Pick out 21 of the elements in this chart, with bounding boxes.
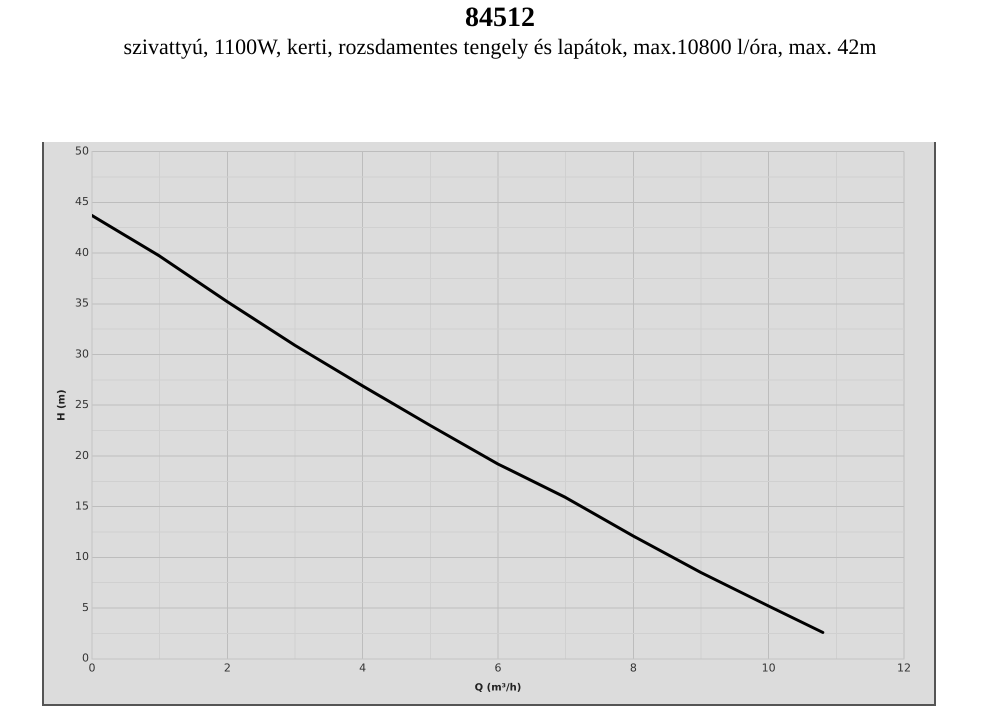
y-axis-title: H (m) bbox=[56, 389, 68, 421]
chart-subtitle: szivattyú, 1100W, kerti, rozsdamentes tengely és lapátok, max.10800 l/óra, max. 42m bbox=[122, 34, 878, 60]
x-tick-label: 8 bbox=[630, 661, 637, 674]
x-tick-label: 2 bbox=[224, 661, 231, 674]
x-tick-label: 10 bbox=[762, 661, 776, 674]
y-tick-label: 35 bbox=[74, 296, 89, 310]
x-tick-label: 4 bbox=[359, 661, 366, 674]
x-tick-label: 12 bbox=[897, 661, 911, 674]
y-tick-label: 15 bbox=[74, 500, 89, 512]
y-tick-label: 50 bbox=[74, 144, 89, 158]
y-tick-label: 45 bbox=[74, 195, 89, 208]
x-tick-label: 6 bbox=[494, 661, 502, 674]
y-tick-label: 10 bbox=[74, 550, 89, 564]
y-tick-label: 20 bbox=[74, 448, 89, 462]
y-tick-label: 0 bbox=[82, 652, 89, 665]
y-tick-label: 25 bbox=[74, 398, 89, 412]
x-axis-title: Q (m³/h) bbox=[474, 682, 522, 694]
y-tick-label: 5 bbox=[82, 600, 89, 614]
y-tick-label: 30 bbox=[74, 347, 89, 360]
y-tick-label: 40 bbox=[74, 246, 89, 259]
chart-title: 84512 bbox=[464, 2, 536, 34]
